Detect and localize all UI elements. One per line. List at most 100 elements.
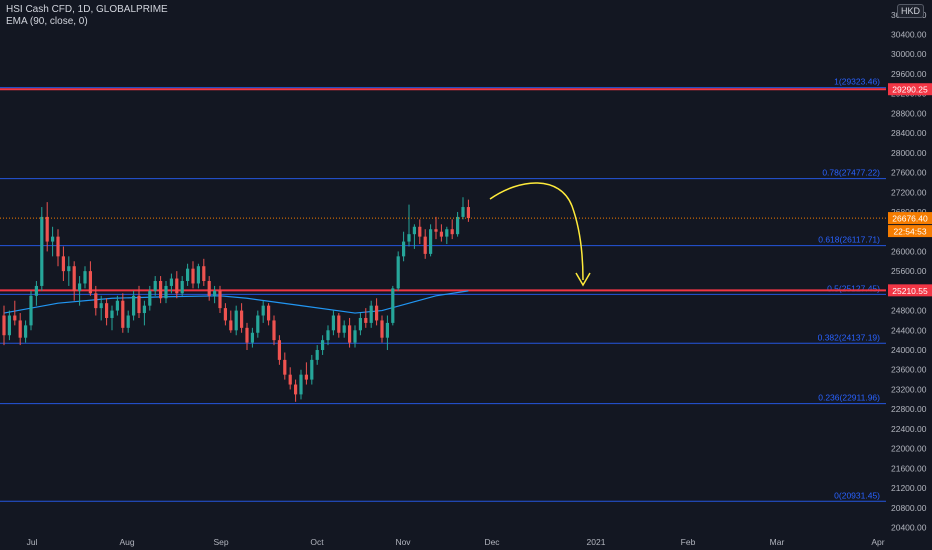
candle — [272, 315, 276, 346]
candle-body — [342, 325, 346, 333]
candle — [310, 354, 314, 385]
candle-body — [51, 236, 55, 242]
candle — [342, 320, 346, 338]
fib-level-label: 0.236(22911.96) — [818, 393, 880, 403]
candle-body — [88, 271, 92, 294]
candle-body — [326, 330, 330, 341]
candle-body — [175, 278, 179, 294]
candle-body — [375, 305, 379, 321]
candle-body — [72, 266, 76, 291]
candle-body — [283, 359, 287, 375]
candle-body — [132, 295, 136, 316]
candle-body — [445, 229, 449, 237]
price-tick-label: 23600.00 — [891, 365, 927, 375]
horizontal-line-tag — [888, 83, 932, 96]
fib-level-label: 0.5(25127.45) — [827, 283, 880, 293]
candle-body — [423, 236, 427, 254]
time-axis[interactable]: Jul Aug Sep Oct Nov Dec 2021 Feb Mar Apr — [27, 537, 885, 547]
candle — [315, 345, 319, 365]
fib-level-label: 0.382(24137.19) — [818, 332, 881, 342]
candle — [445, 226, 449, 245]
candle-body — [223, 308, 227, 321]
candle-body — [229, 320, 233, 331]
candle-body — [412, 226, 416, 235]
candle — [456, 211, 460, 237]
fibonacci-retracement[interactable]: 1(29323.46) 0.78(27477.22) 0.618(26117.71)… — [0, 77, 886, 502]
candle — [72, 261, 76, 301]
candle-body — [396, 256, 400, 289]
candle-body — [277, 340, 281, 360]
time-tick-label: Aug — [119, 537, 134, 547]
candle-body — [18, 320, 22, 338]
candle — [148, 285, 152, 311]
symbol-title[interactable]: HSI Cash CFD, 1D, GLOBALPRIME — [6, 4, 168, 15]
candle — [439, 224, 443, 242]
candle — [358, 313, 362, 336]
horizontal-lines[interactable] — [0, 88, 886, 292]
ema-indicator — [3, 290, 469, 314]
candle — [24, 320, 28, 343]
candle — [364, 308, 368, 328]
candle — [191, 261, 195, 289]
candle — [299, 369, 303, 400]
candle — [407, 204, 411, 247]
candle — [2, 305, 6, 346]
price-tick-label: 30000.00 — [891, 49, 927, 59]
candle-body — [142, 305, 146, 314]
candle — [375, 298, 379, 326]
time-tick-label: Jul — [27, 537, 38, 547]
candle-body — [369, 305, 373, 323]
candle — [396, 251, 400, 291]
indicator-label[interactable]: EMA (90, close, 0) — [6, 16, 88, 27]
candle — [402, 231, 406, 262]
candle — [234, 305, 238, 336]
candle-body — [78, 283, 82, 291]
candle — [175, 271, 179, 299]
candle — [180, 276, 184, 296]
candle-body — [202, 266, 206, 281]
candle — [369, 300, 373, 328]
candle — [331, 310, 335, 336]
time-tick-label: Nov — [395, 537, 411, 547]
candle-body — [99, 303, 103, 309]
candle — [132, 290, 136, 321]
candle-body — [240, 310, 244, 328]
candle — [34, 281, 38, 306]
candle-body — [61, 256, 65, 272]
candle-body — [56, 236, 60, 257]
candle-body — [94, 293, 98, 309]
candle — [385, 315, 389, 351]
countdown-tag — [888, 225, 932, 238]
candle-body — [337, 315, 341, 333]
candle-body — [385, 322, 389, 338]
candle-body — [34, 285, 38, 296]
candle-body — [213, 290, 217, 296]
candle-body — [380, 320, 384, 338]
candle-body — [153, 281, 157, 291]
price-axis[interactable]: 20400.00 20800.00 21200.00 21600.00 22000.00… — [886, 0, 932, 550]
candle-body — [234, 310, 238, 331]
last-price-tag-label: 26676.40 — [892, 214, 928, 224]
price-tick-label: 27600.00 — [891, 168, 927, 178]
price-tick-label: 20400.00 — [891, 523, 927, 533]
curved-arrow-path[interactable] — [489, 182, 584, 281]
candle — [94, 285, 98, 316]
curved-arrow-drawing[interactable] — [489, 182, 591, 287]
candle — [67, 256, 71, 286]
time-tick-label: Dec — [484, 537, 500, 547]
candle — [196, 263, 200, 289]
candle — [391, 285, 395, 326]
candle — [229, 310, 233, 333]
candle — [250, 327, 254, 348]
candlestick-series — [2, 197, 470, 402]
candle-body — [407, 234, 411, 242]
candle-body — [164, 285, 168, 299]
fib-level-label: 1(29323.46) — [834, 77, 880, 87]
candle-body — [304, 374, 308, 380]
time-tick-label: Feb — [681, 537, 696, 547]
candle-body — [24, 325, 28, 338]
candle-body — [321, 340, 325, 351]
currency-badge[interactable]: HKD — [896, 4, 924, 18]
